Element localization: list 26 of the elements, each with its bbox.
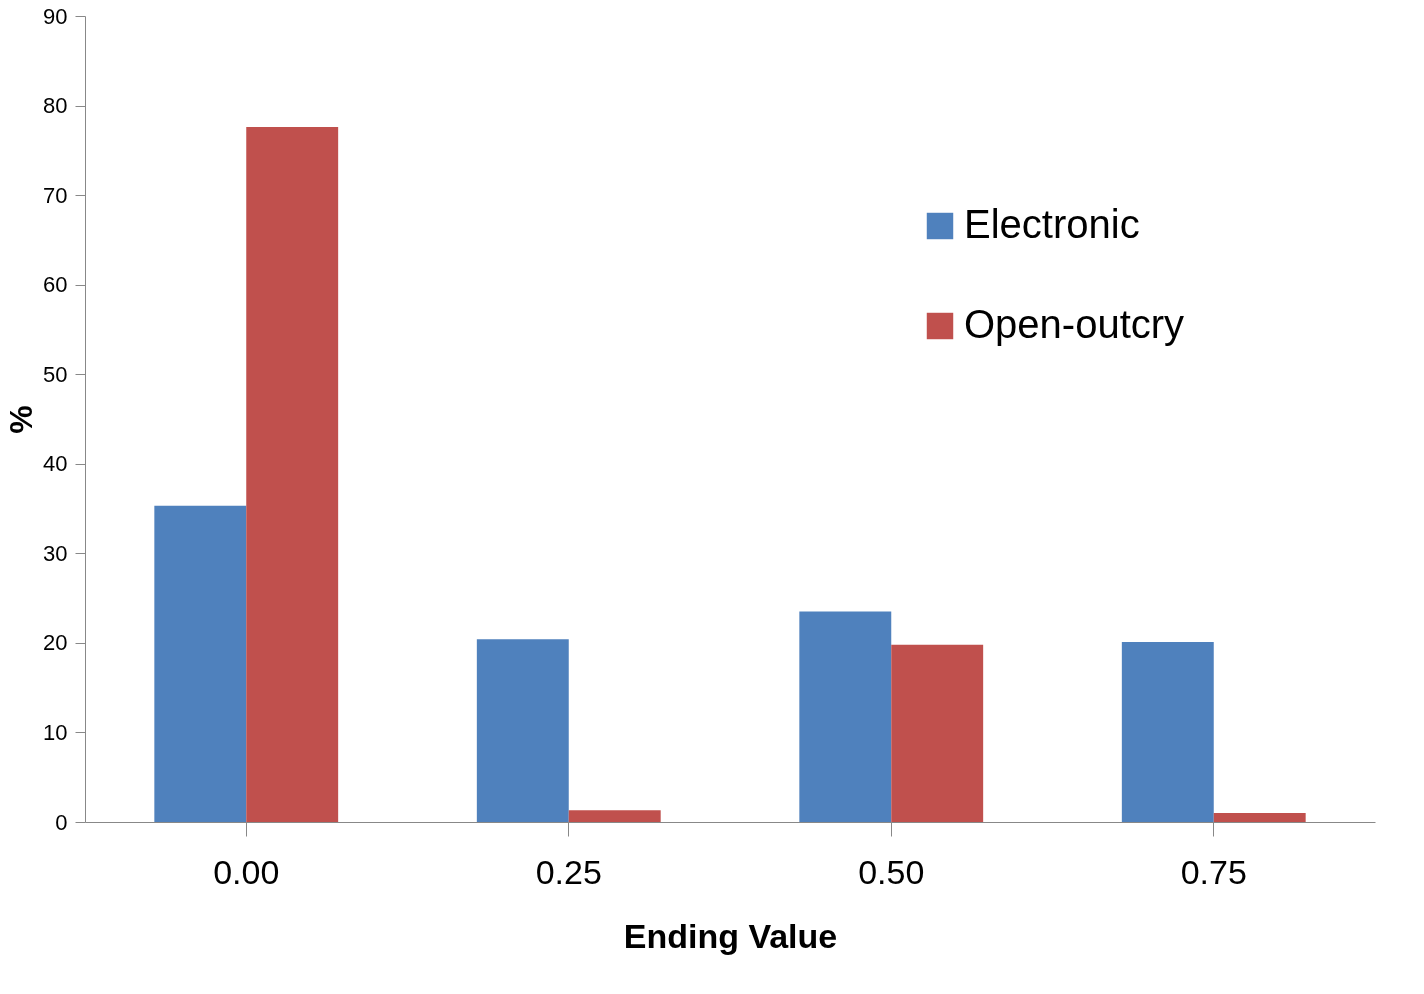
y-tick-label: 80 (43, 93, 68, 119)
bar (891, 644, 984, 822)
legend-label: Open-outcry (964, 302, 1185, 346)
y-tick-label: 30 (43, 540, 68, 566)
y-tick-label: 10 (43, 719, 68, 745)
bar (799, 611, 892, 822)
bar (154, 505, 247, 822)
y-tick-label: 20 (43, 630, 68, 656)
x-tick-label: 0.75 (1180, 852, 1247, 891)
bar (1121, 641, 1214, 822)
bar (246, 127, 339, 822)
y-tick-label: 90 (43, 3, 68, 29)
y-tick-label: 70 (43, 182, 68, 208)
y-tick-label: 50 (43, 361, 68, 387)
bar (476, 639, 569, 822)
x-tick-label: 0.25 (535, 852, 602, 891)
bar (1213, 813, 1306, 822)
x-tick-label: 0.50 (858, 852, 925, 891)
x-tick-label: 0.00 (213, 852, 280, 891)
x-axis-title: Ending Value (623, 916, 838, 955)
bar (568, 810, 661, 822)
y-axis-title: % (3, 405, 40, 434)
y-tick-label: 60 (43, 272, 68, 298)
y-tick-label: 0 (55, 809, 68, 835)
legend-label: Electronic (964, 202, 1140, 246)
y-tick-label: 40 (43, 451, 68, 477)
